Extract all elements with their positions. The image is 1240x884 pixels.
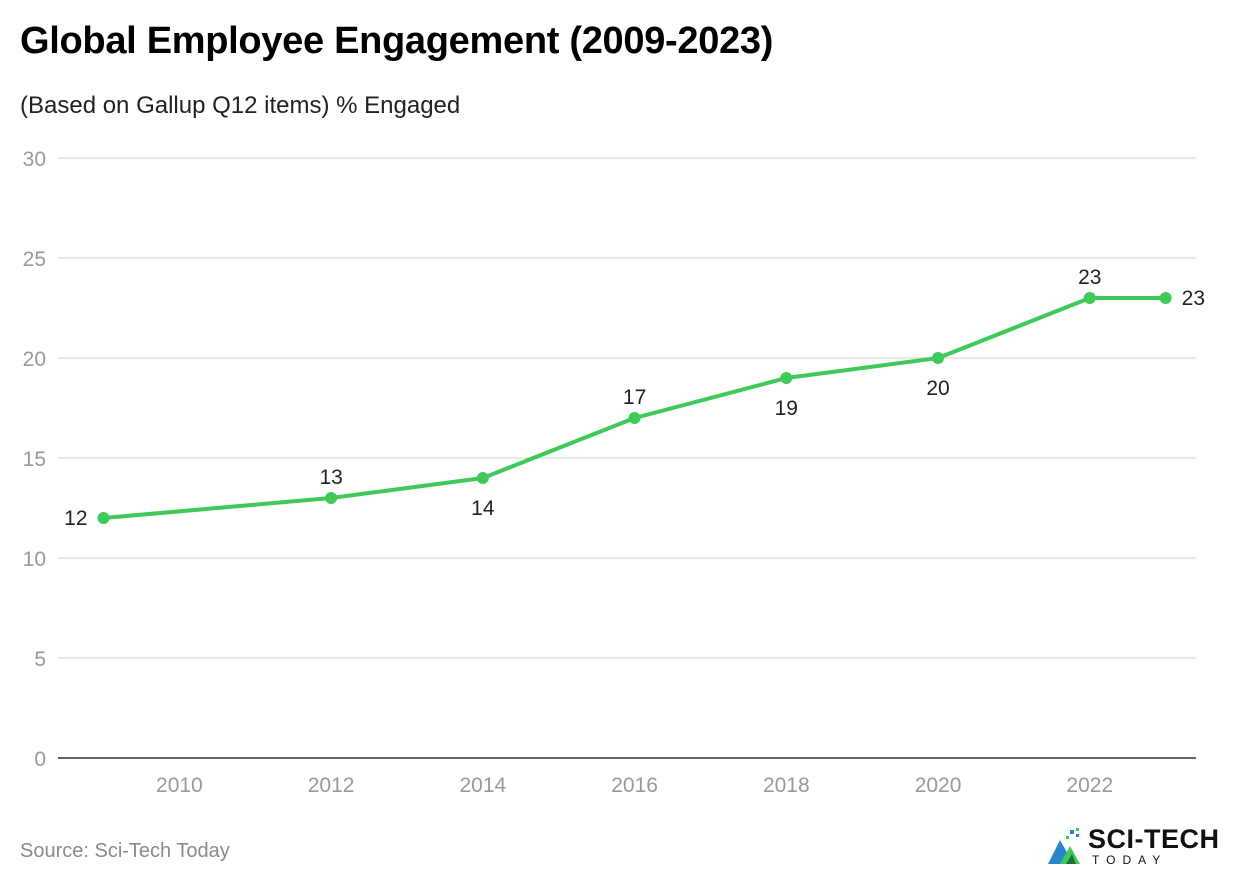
y-tick-label: 30 <box>23 148 46 171</box>
data-label: 17 <box>623 386 646 409</box>
logo-subtitle: TODAY <box>1092 853 1168 867</box>
y-tick-label: 0 <box>34 748 46 771</box>
data-label: 19 <box>775 397 798 420</box>
y-tick-label: 5 <box>34 648 46 671</box>
x-tick-label: 2010 <box>156 774 203 797</box>
data-point <box>780 372 793 384</box>
data-label: 23 <box>1078 266 1101 289</box>
logo-name: SCI-TECH <box>1088 824 1220 854</box>
data-point <box>97 512 110 524</box>
sci-tech-logo-icon <box>1048 828 1080 864</box>
data-label: 14 <box>471 497 495 520</box>
y-tick-label: 15 <box>23 448 46 471</box>
chart-subtitle: (Based on Gallup Q12 items) % Engaged <box>20 92 461 119</box>
x-tick-label: 2014 <box>459 774 506 797</box>
y-tick-label: 25 <box>23 248 46 271</box>
data-point <box>1083 292 1096 304</box>
chart-title: Global Employee Engagement (2009-2023) <box>20 20 774 62</box>
data-point <box>932 352 945 364</box>
y-tick-label: 10 <box>23 548 46 571</box>
x-tick-label: 2020 <box>915 774 962 797</box>
data-label: 23 <box>1182 287 1205 310</box>
data-point <box>1159 292 1172 304</box>
x-tick-label: 2016 <box>611 774 658 797</box>
data-label: 20 <box>926 377 949 400</box>
x-tick-label: 2022 <box>1066 774 1113 797</box>
x-tick-label: 2012 <box>308 774 355 797</box>
data-point <box>325 492 338 504</box>
data-label: 13 <box>319 466 342 489</box>
source-note: Source: Sci-Tech Today <box>20 840 230 862</box>
data-label: 12 <box>64 507 87 530</box>
series-line <box>101 296 1168 520</box>
y-tick-label: 20 <box>23 348 46 371</box>
brand-logo: SCI-TECH TODAY <box>1046 824 1226 872</box>
data-point <box>628 412 641 424</box>
x-tick-label: 2018 <box>763 774 810 797</box>
data-point <box>476 472 489 484</box>
